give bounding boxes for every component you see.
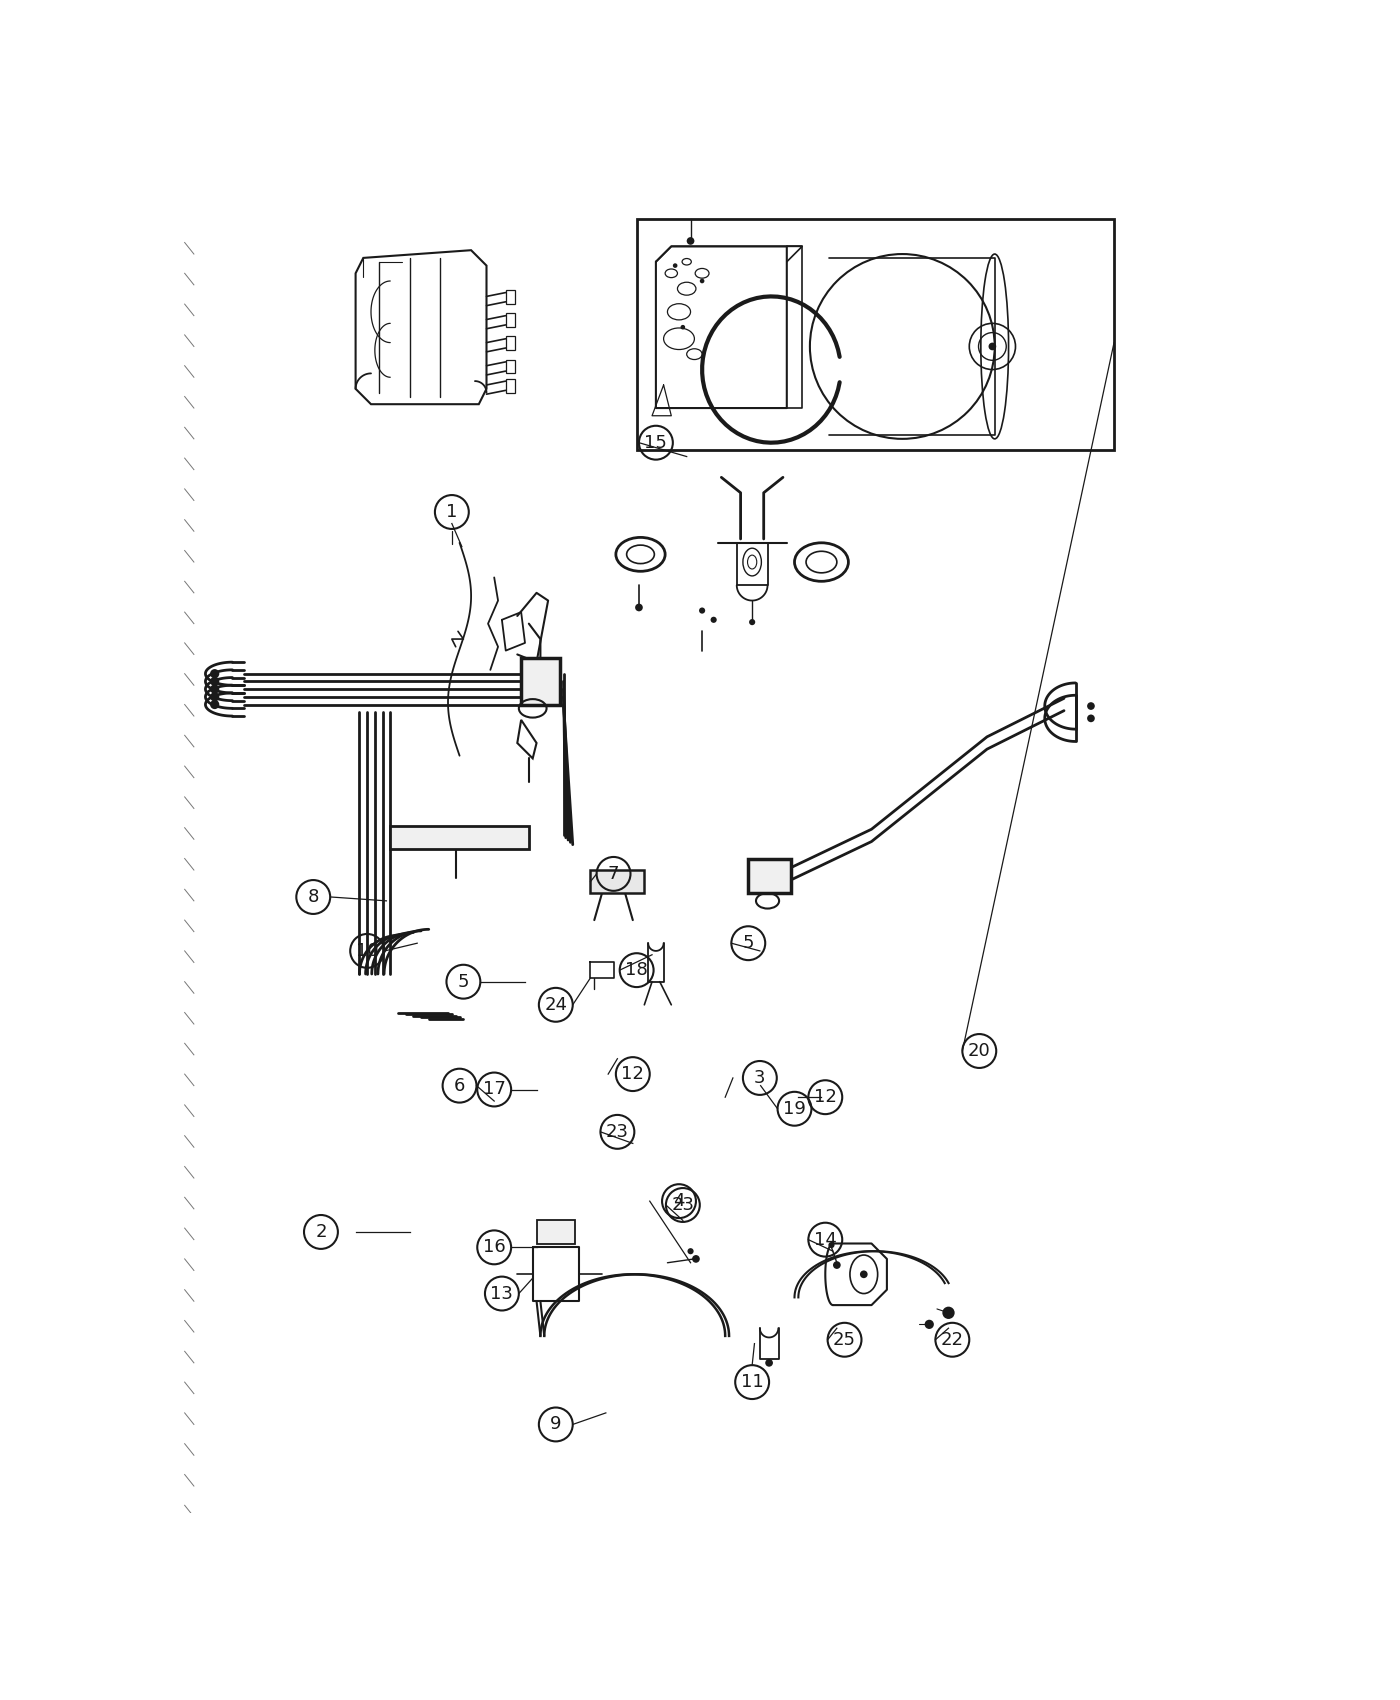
Circle shape xyxy=(210,700,220,709)
Text: 24: 24 xyxy=(545,996,567,1013)
Bar xyxy=(505,291,515,304)
Text: 2: 2 xyxy=(315,1222,326,1241)
Circle shape xyxy=(749,619,755,626)
Bar xyxy=(591,870,644,892)
Circle shape xyxy=(210,677,220,687)
Text: 15: 15 xyxy=(644,434,668,452)
Circle shape xyxy=(711,617,717,622)
Text: 12: 12 xyxy=(622,1066,644,1083)
Circle shape xyxy=(680,325,685,330)
Circle shape xyxy=(687,1248,693,1255)
Circle shape xyxy=(833,1261,840,1268)
Circle shape xyxy=(700,279,704,284)
Circle shape xyxy=(924,1319,934,1329)
Circle shape xyxy=(692,1255,700,1263)
Text: 18: 18 xyxy=(626,960,648,979)
Text: 3: 3 xyxy=(755,1069,766,1086)
Text: 23: 23 xyxy=(672,1197,694,1214)
Circle shape xyxy=(942,1307,955,1319)
Circle shape xyxy=(636,604,643,612)
Text: 10: 10 xyxy=(356,942,378,960)
Bar xyxy=(505,359,515,374)
Circle shape xyxy=(210,670,220,678)
Bar xyxy=(391,826,529,850)
Text: 22: 22 xyxy=(941,1331,963,1348)
Circle shape xyxy=(766,1358,773,1367)
Text: 12: 12 xyxy=(813,1088,837,1107)
Text: 6: 6 xyxy=(454,1076,465,1095)
Circle shape xyxy=(210,692,220,702)
Text: 8: 8 xyxy=(308,887,319,906)
Bar xyxy=(536,1221,575,1243)
Text: 5: 5 xyxy=(742,935,755,952)
Circle shape xyxy=(699,607,706,614)
Bar xyxy=(749,858,791,892)
Text: 9: 9 xyxy=(550,1416,561,1433)
Circle shape xyxy=(687,236,694,245)
Text: 4: 4 xyxy=(673,1192,685,1210)
Circle shape xyxy=(1088,714,1095,722)
Circle shape xyxy=(860,1270,868,1278)
Text: 17: 17 xyxy=(483,1081,505,1098)
Text: 19: 19 xyxy=(783,1100,806,1119)
Text: 20: 20 xyxy=(967,1042,991,1061)
Circle shape xyxy=(829,1243,834,1248)
Bar xyxy=(505,313,515,326)
Bar xyxy=(505,337,515,350)
Text: 25: 25 xyxy=(833,1331,855,1348)
Text: 7: 7 xyxy=(608,865,619,882)
Text: 16: 16 xyxy=(483,1238,505,1256)
Text: 11: 11 xyxy=(741,1374,763,1391)
Circle shape xyxy=(1088,702,1095,711)
Circle shape xyxy=(210,685,220,694)
Bar xyxy=(637,219,1114,450)
Bar xyxy=(521,658,560,704)
Circle shape xyxy=(988,343,997,350)
Circle shape xyxy=(673,264,678,269)
Bar xyxy=(505,379,515,393)
Text: 13: 13 xyxy=(490,1285,514,1302)
Text: 14: 14 xyxy=(813,1231,837,1250)
Text: 5: 5 xyxy=(458,972,469,991)
Text: 1: 1 xyxy=(447,503,458,520)
Text: 23: 23 xyxy=(606,1124,629,1141)
